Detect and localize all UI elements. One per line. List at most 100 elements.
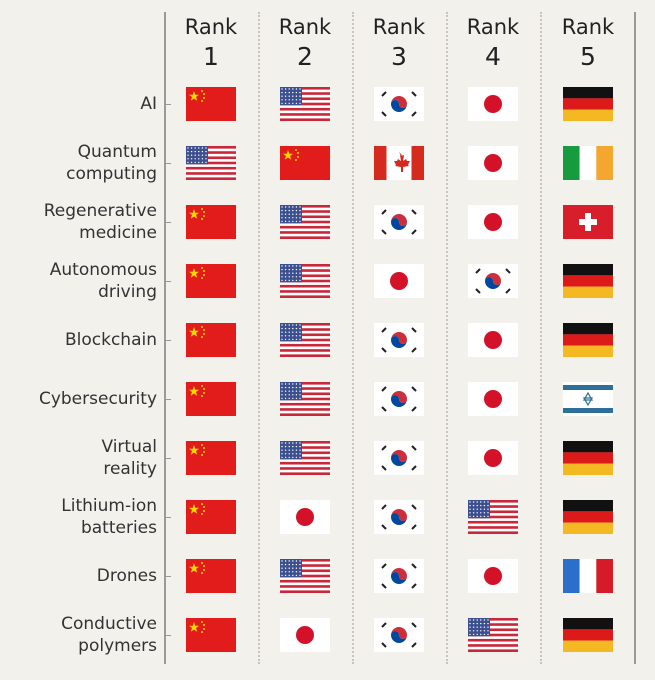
flag-japan-icon bbox=[468, 323, 518, 357]
row-label-line: medicine bbox=[79, 223, 157, 243]
column-header-number: 5 bbox=[580, 42, 596, 71]
row-label: Virtual reality bbox=[101, 436, 157, 480]
column-divider bbox=[258, 12, 260, 664]
row-label-line: reality bbox=[103, 459, 157, 479]
row-label-line: Quantum bbox=[77, 142, 157, 162]
flag-china-icon bbox=[186, 264, 236, 298]
column-header: Rank 4 bbox=[446, 14, 540, 74]
column-header-word: Rank bbox=[466, 15, 520, 39]
row-tick bbox=[165, 517, 171, 518]
row-label-line: computing bbox=[66, 164, 157, 184]
right-axis-line bbox=[634, 12, 636, 664]
column-divider bbox=[352, 12, 354, 664]
flag-china-icon bbox=[280, 146, 330, 180]
row-label-line: Virtual bbox=[101, 437, 157, 457]
row-label: Regenerative medicine bbox=[44, 200, 157, 244]
column-header-number: 3 bbox=[391, 42, 407, 71]
flag-united-states-icon bbox=[186, 146, 236, 180]
column-header-word: Rank bbox=[184, 15, 238, 39]
flag-germany-icon bbox=[563, 618, 613, 652]
row-label: AI bbox=[140, 93, 157, 115]
flag-germany-icon bbox=[563, 500, 613, 534]
flag-south-korea-icon bbox=[374, 500, 424, 534]
row-tick bbox=[165, 458, 171, 459]
flag-united-states-icon bbox=[280, 87, 330, 121]
flag-switzerland-icon bbox=[563, 205, 613, 239]
row-label-line: polymers bbox=[78, 636, 157, 656]
flag-germany-icon bbox=[563, 264, 613, 298]
flag-japan-icon bbox=[468, 382, 518, 416]
flag-canada-icon bbox=[374, 146, 424, 180]
row-label: Autonomous driving bbox=[50, 259, 157, 303]
flag-china-icon bbox=[186, 441, 236, 475]
column-header: Rank 5 bbox=[541, 14, 635, 74]
row-tick bbox=[165, 281, 171, 282]
row-label: Cybersecurity bbox=[39, 388, 157, 410]
row-label-line: batteries bbox=[80, 518, 157, 538]
flag-japan-icon bbox=[374, 264, 424, 298]
flag-south-korea-icon bbox=[374, 205, 424, 239]
flag-china-icon bbox=[186, 500, 236, 534]
flag-japan-icon bbox=[280, 618, 330, 652]
flag-china-icon bbox=[186, 87, 236, 121]
row-label: Drones bbox=[97, 565, 157, 587]
flag-japan-icon bbox=[468, 559, 518, 593]
flag-south-korea-icon bbox=[374, 382, 424, 416]
row-tick bbox=[165, 163, 171, 164]
row-label-line: Lithium-ion bbox=[61, 496, 157, 516]
flag-japan-icon bbox=[468, 441, 518, 475]
column-header-word: Rank bbox=[561, 15, 615, 39]
row-label-line: driving bbox=[98, 282, 157, 302]
flag-united-states-icon bbox=[280, 441, 330, 475]
flag-ireland-icon bbox=[563, 146, 613, 180]
flag-germany-icon bbox=[563, 87, 613, 121]
flag-south-korea-icon bbox=[374, 618, 424, 652]
row-label-line: Regenerative bbox=[43, 201, 157, 221]
row-label: Blockchain bbox=[65, 329, 157, 351]
column-header-word: Rank bbox=[372, 15, 426, 39]
flag-germany-icon bbox=[563, 323, 613, 357]
flag-united-states-icon bbox=[280, 559, 330, 593]
flag-china-icon bbox=[186, 323, 236, 357]
row-label-line: Drones bbox=[96, 566, 157, 586]
flag-united-states-icon bbox=[280, 323, 330, 357]
column-header-word: Rank bbox=[278, 15, 332, 39]
row-label-line: Cybersecurity bbox=[38, 389, 157, 409]
flag-japan-icon bbox=[468, 205, 518, 239]
flag-japan-icon bbox=[468, 146, 518, 180]
flag-south-korea-icon bbox=[374, 559, 424, 593]
flag-united-states-icon bbox=[280, 264, 330, 298]
flag-china-icon bbox=[186, 559, 236, 593]
flag-south-korea-icon bbox=[468, 264, 518, 298]
column-header: Rank 2 bbox=[258, 14, 352, 74]
flag-germany-icon bbox=[563, 441, 613, 475]
flag-south-korea-icon bbox=[374, 323, 424, 357]
column-header: Rank 1 bbox=[164, 14, 258, 74]
row-label-line: Autonomous bbox=[49, 260, 157, 280]
flag-united-states-icon bbox=[280, 205, 330, 239]
row-label-line: Conductive bbox=[61, 614, 157, 634]
column-header-number: 4 bbox=[485, 42, 501, 71]
row-tick bbox=[165, 635, 171, 636]
flag-china-icon bbox=[186, 618, 236, 652]
column-divider bbox=[446, 12, 448, 664]
flag-south-korea-icon bbox=[374, 87, 424, 121]
left-axis-line bbox=[164, 12, 166, 664]
row-tick bbox=[165, 576, 171, 577]
column-divider bbox=[540, 12, 542, 664]
row-label-line: Blockchain bbox=[64, 330, 157, 350]
column-header-number: 2 bbox=[297, 42, 313, 71]
flag-united-states-icon bbox=[468, 618, 518, 652]
flag-china-icon bbox=[186, 382, 236, 416]
row-label: Conductive polymers bbox=[61, 613, 157, 657]
flag-japan-icon bbox=[280, 500, 330, 534]
row-tick bbox=[165, 399, 171, 400]
flag-south-korea-icon bbox=[374, 441, 424, 475]
row-label-line: AI bbox=[140, 94, 157, 114]
row-label: Lithium-ion batteries bbox=[61, 495, 157, 539]
flag-japan-icon bbox=[468, 87, 518, 121]
column-header: Rank 3 bbox=[352, 14, 446, 74]
flag-united-states-icon bbox=[280, 382, 330, 416]
flag-china-icon bbox=[186, 205, 236, 239]
flag-france-icon bbox=[563, 559, 613, 593]
